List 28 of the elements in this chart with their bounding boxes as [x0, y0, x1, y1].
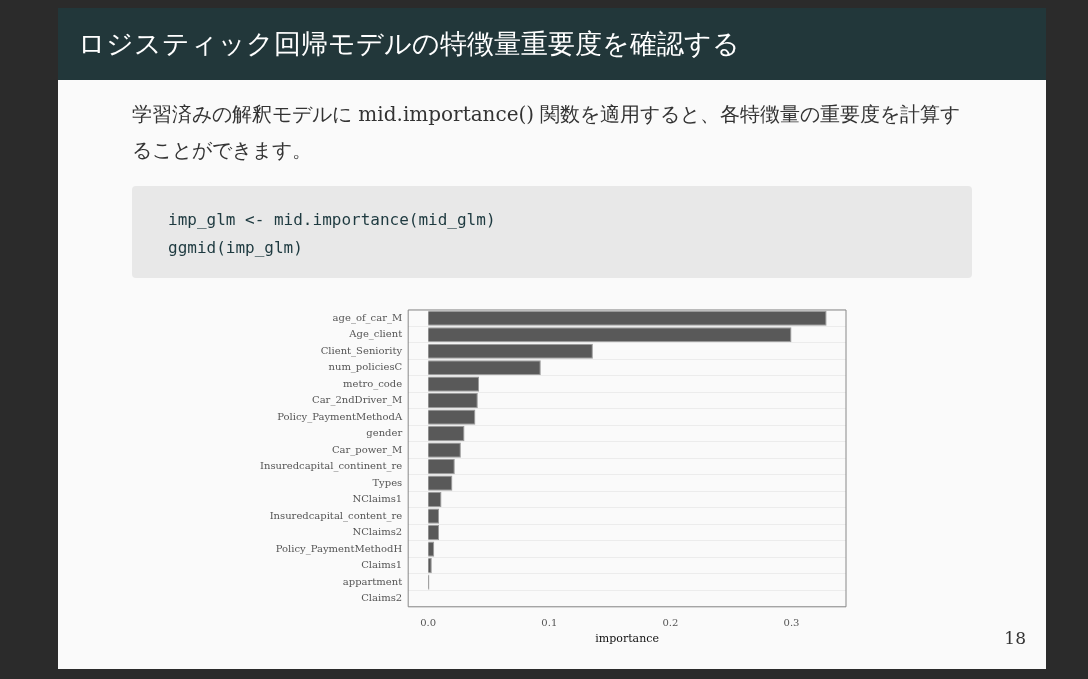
y-tick-label: Age_client [348, 328, 403, 341]
y-tick-label: NClaims1 [352, 493, 403, 505]
y-tick-label: Policy_PaymentMethodH [275, 542, 403, 555]
y-tick-label: Car_power_M [331, 443, 403, 456]
y-tick-label: gender [366, 427, 403, 439]
y-tick-label: metro_code [343, 377, 403, 390]
y-tick-label: Policy_PaymentMethodA [277, 410, 403, 423]
x-tick-label: 0.3 [783, 617, 800, 629]
text: 18 [1004, 628, 1026, 648]
y-tick-label: Insuredcapital_continent_re [259, 460, 403, 473]
y-tick-label: appartment [342, 575, 403, 587]
y-tick-label: Types [372, 476, 403, 488]
y-tick-label: Insuredcapital_content_re [269, 509, 403, 522]
chart-title: ロジスティック回帰モデルの特徴量重要度を確認する [58, 8, 1046, 80]
y-tick-label: age_of_car_M [332, 311, 403, 324]
x-tick-label: 0.2 [662, 617, 679, 629]
x-tick-label: 0.0 [420, 617, 437, 629]
y-tick-label: Claims2 [361, 592, 403, 604]
text: ggmid(imp_glm) [168, 237, 304, 259]
y-tick-label: NClaims2 [352, 526, 403, 538]
text: imp_glm <- mid.importance(mid_glm) [168, 209, 497, 231]
y-tick-label: Car_2ndDriver_M [312, 394, 403, 407]
x-axis-title: importance [595, 632, 659, 646]
chart-subtitle: 学習済みの解釈モデルに mid.importance() 関数を適用すると、各特徴量の重要度を計算することができます。 [132, 101, 962, 164]
y-tick-label: num_policiesC [328, 361, 403, 374]
y-tick-label: Claims1 [361, 559, 403, 571]
y-tick-label: Client_Seniority [320, 344, 403, 357]
x-tick-label: 0.1 [541, 617, 558, 629]
